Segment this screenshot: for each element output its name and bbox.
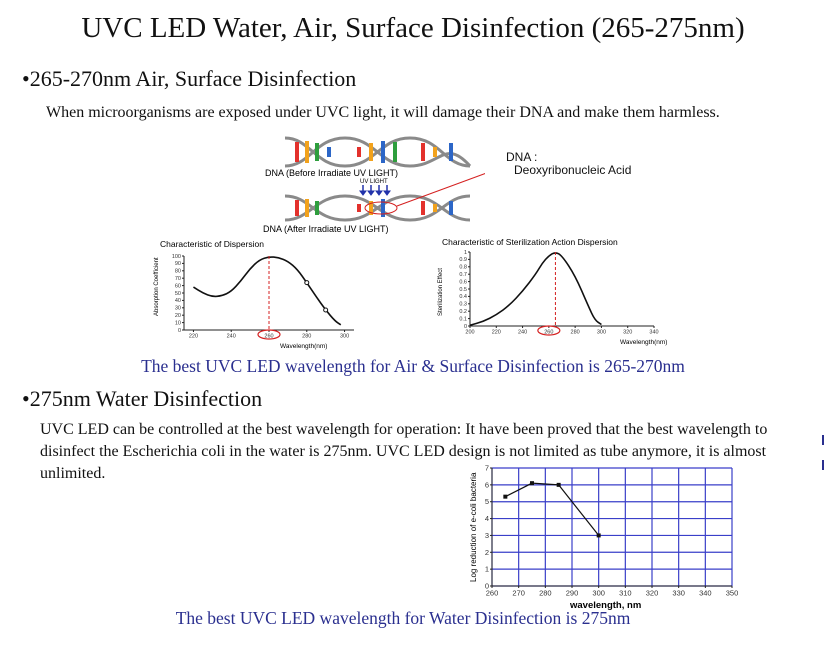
y-tick-label: 60 — [175, 283, 181, 289]
section-text-water: UVC LED can be controlled at the best wa… — [40, 421, 768, 482]
y-tick-label: 0.6 — [459, 279, 467, 285]
x-tick-label: 260 — [486, 589, 499, 598]
x-tick-label: 240 — [227, 334, 236, 340]
data-point — [503, 494, 508, 499]
edge-mark — [822, 460, 824, 470]
x-tick-label: 280 — [539, 589, 552, 598]
chart3-xlabel: wavelength, nm — [569, 600, 641, 610]
x-tick-label: 240 — [518, 330, 527, 336]
y-tick-label: 0.3 — [459, 302, 467, 308]
dna-callout-text: Deoxyribonucleic Acid — [514, 163, 632, 177]
x-tick-label: 260 — [264, 334, 273, 340]
y-tick-label: 80 — [175, 269, 181, 275]
chart1-xlabel: Wavelength(nm) — [280, 343, 327, 350]
y-tick-label: 90 — [175, 261, 181, 267]
y-tick-label: 20 — [175, 313, 181, 319]
y-tick-label: 2 — [485, 548, 489, 557]
dna-before-label: DNA (Before Irradiate UV LIGHT) — [265, 168, 398, 178]
callout-line — [396, 173, 485, 207]
dna-after-label: DNA (After Irradiate UV LIGHT) — [263, 224, 389, 234]
x-tick-label: 320 — [646, 589, 659, 598]
x-tick-label: 350 — [726, 589, 739, 598]
y-tick-label: 0.8 — [459, 265, 467, 271]
y-tick-label: 3 — [485, 531, 489, 540]
chart3-ylabel: Log reduction of e-coli bacteria — [469, 472, 478, 582]
series-line — [193, 256, 342, 326]
x-tick-label: 280 — [302, 334, 311, 340]
series-line — [505, 482, 600, 536]
x-tick-label: 300 — [592, 589, 605, 598]
x-tick-label: 310 — [619, 589, 632, 598]
x-tick-label: 320 — [623, 330, 632, 336]
y-tick-label: 0.5 — [459, 287, 467, 293]
y-tick-label: 0.7 — [459, 272, 467, 278]
y-tick-label: 1 — [464, 250, 467, 256]
section-heading-water: •275nm Water Disinfection — [22, 386, 263, 411]
x-tick-label: 260 — [544, 330, 553, 336]
chart2-xlabel: Wavelength(nm) — [620, 339, 667, 346]
data-point — [304, 280, 310, 286]
uv-arrows-icon — [359, 185, 391, 196]
y-tick-label: 5 — [485, 497, 489, 506]
y-tick-label: 100 — [172, 254, 181, 260]
edge-mark — [822, 435, 824, 445]
highlight-circle — [537, 325, 561, 336]
y-tick-label: 0 — [485, 582, 489, 591]
y-tick-label: 7 — [485, 464, 489, 473]
data-point — [556, 482, 561, 487]
x-tick-label: 340 — [649, 330, 658, 336]
y-tick-label: 0.1 — [459, 316, 467, 322]
y-tick-label: 40 — [175, 298, 181, 304]
section-heading-air-surface: •265-270nm Air, Surface Disinfection — [22, 66, 357, 91]
dna-before-helix — [284, 136, 472, 168]
y-tick-label: 0.2 — [459, 309, 467, 315]
dna-after-helix — [284, 194, 471, 222]
x-tick-label: 200 — [465, 330, 474, 336]
y-tick-label: 10 — [175, 320, 181, 326]
chart1-ylabel: Absorption Coefficient — [154, 257, 160, 316]
x-tick-label: 220 — [492, 330, 501, 336]
caption-water: The best UVC LED wavelength for Water Di… — [175, 608, 631, 628]
sterilization-chart: Characteristic of Sterilization Action D… — [438, 237, 667, 346]
dna-illustration: DNA (Before Irradiate UV LIGHT) UV LIGHT… — [263, 136, 485, 234]
y-tick-label: 0.9 — [459, 257, 467, 263]
data-point — [323, 307, 329, 313]
y-tick-label: 70 — [175, 276, 181, 282]
x-tick-label: 280 — [571, 330, 580, 336]
y-tick-label: 0 — [464, 324, 467, 330]
x-tick-label: 330 — [672, 589, 685, 598]
y-tick-label: 6 — [485, 480, 489, 489]
uv-light-label: UV LIGHT — [360, 179, 388, 185]
x-tick-label: 270 — [512, 589, 525, 598]
y-tick-label: 30 — [175, 306, 181, 312]
highlight-circle — [257, 329, 281, 340]
x-tick-label: 220 — [189, 334, 198, 340]
x-tick-label: 300 — [340, 334, 349, 340]
chart2-title: Characteristic of Sterilization Action D… — [442, 237, 618, 247]
y-tick-label: 50 — [175, 291, 181, 297]
dna-callout-title: DNA : — [506, 150, 538, 164]
x-tick-label: 290 — [566, 589, 579, 598]
chart2-ylabel: Sterilization Effect — [438, 268, 444, 316]
caption-air-surface: The best UVC LED wavelength for Air & Su… — [141, 356, 685, 376]
y-tick-label: 4 — [485, 514, 489, 523]
data-point — [596, 533, 601, 538]
section-text-air-surface: When microorganisms are exposed under UV… — [46, 104, 720, 121]
data-point — [530, 481, 534, 486]
y-tick-label: 0 — [178, 328, 181, 334]
y-tick-label: 0.4 — [459, 294, 467, 300]
x-tick-label: 300 — [597, 330, 606, 336]
y-tick-label: 1 — [485, 565, 489, 574]
ecoli-chart: Log reduction of e-coli bacteria wavelen… — [469, 464, 739, 611]
series-line — [469, 252, 602, 327]
page-title: UVC LED Water, Air, Surface Disinfection… — [81, 12, 745, 44]
x-tick-label: 340 — [699, 589, 712, 598]
dispersion-chart: Characteristic of Dispersion Wavelength(… — [154, 239, 354, 350]
chart1-title: Characteristic of Dispersion — [160, 239, 264, 249]
